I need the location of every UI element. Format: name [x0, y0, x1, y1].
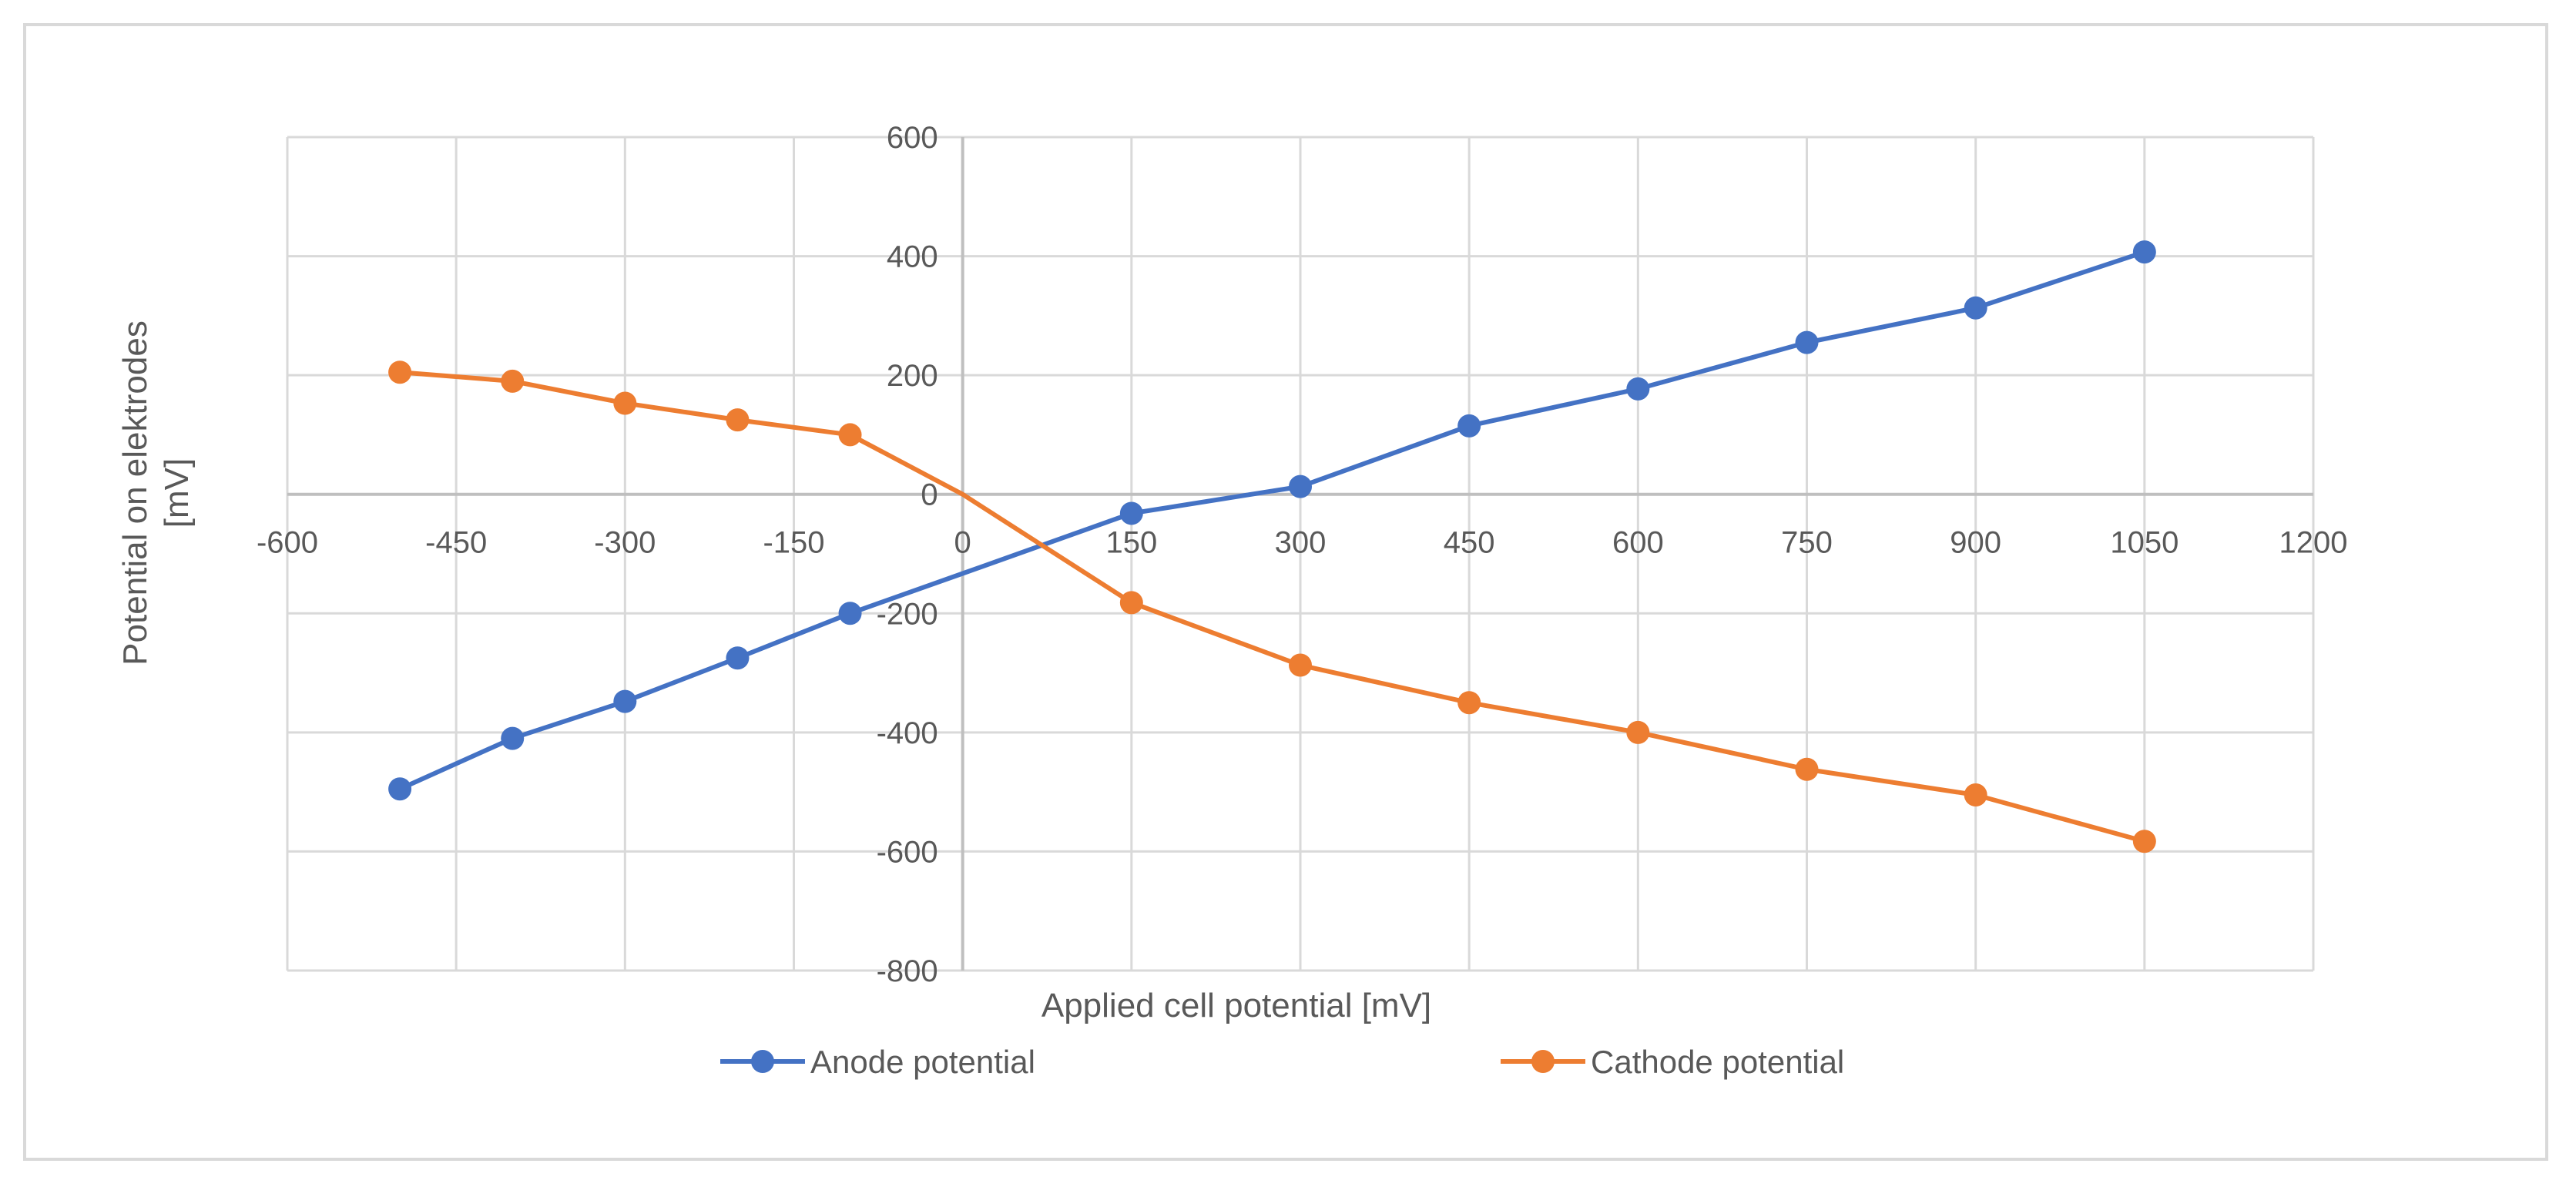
- anode-potential-point: [2132, 240, 2156, 264]
- x-tick-label: -600: [257, 526, 318, 560]
- x-tick-label: 0: [954, 526, 971, 560]
- anode-potential-point: [1457, 414, 1481, 438]
- x-tick-label: 750: [1781, 526, 1833, 560]
- tick-labels: -600 -450 -300 -150 0 150 300 450 600 750 900 1050 1…: [257, 121, 2348, 988]
- cathode-potential-point: [838, 423, 862, 447]
- x-axis-title: Applied cell potential [mV]: [1041, 987, 1431, 1024]
- cathode-potential-point: [1289, 653, 1312, 677]
- y-tick-label: 200: [887, 359, 938, 393]
- anode-potential-point: [726, 646, 750, 670]
- anode-potential-point: [1626, 377, 1650, 401]
- anode-potential-point: [838, 602, 862, 625]
- y-tick-label: 0: [921, 478, 937, 512]
- anode-potential-point: [613, 689, 637, 713]
- x-tick-label: -450: [425, 526, 487, 560]
- x-tick-label: 1050: [2110, 526, 2179, 560]
- cathode-potential-point: [1119, 591, 1143, 615]
- y-tick-label: -800: [877, 954, 938, 988]
- x-tick-label: -150: [763, 526, 824, 560]
- legend-cathode-label: Cathode potential: [1591, 1044, 1844, 1080]
- cathode-potential-point: [1964, 783, 1987, 807]
- y-axis-title-line2: [mV]: [158, 458, 196, 528]
- anode-potential-line: [397, 250, 2147, 792]
- x-tick-label: -300: [594, 526, 656, 560]
- series-group: [388, 240, 2156, 853]
- cathode-potential-point: [1457, 691, 1481, 715]
- y-tick-label: 400: [887, 240, 938, 274]
- cathode-potential-point: [2132, 830, 2156, 853]
- legend: Anode potential Cathode potential: [720, 1044, 1844, 1080]
- anode-potential-point: [1964, 296, 1987, 320]
- anode-potential-series: [388, 240, 2156, 801]
- y-tick-label: -400: [877, 716, 938, 750]
- y-tick-label: -600: [877, 835, 938, 869]
- x-tick-label: 300: [1275, 526, 1327, 560]
- x-tick-label: 150: [1105, 526, 1157, 560]
- cathode-potential-point: [1795, 757, 1819, 781]
- cathode-potential-point: [1626, 720, 1650, 744]
- cathode-potential-point: [501, 369, 525, 393]
- anode-potential-point: [1795, 330, 1819, 354]
- anode-potential-point: [388, 777, 412, 801]
- legend-item-cathode: Cathode potential: [1501, 1044, 1844, 1080]
- legend-item-anode: Anode potential: [720, 1044, 1035, 1080]
- cathode-potential-point: [613, 391, 637, 415]
- anode-potential-point: [501, 726, 525, 750]
- anode-potential-point: [1119, 501, 1143, 525]
- cathode-potential-point: [726, 408, 750, 432]
- gridlines: [286, 136, 2315, 972]
- legend-anode-marker: [751, 1050, 774, 1073]
- cathode-potential-point: [388, 360, 412, 384]
- x-tick-label: 450: [1444, 526, 1495, 560]
- cathode-potential-line: [397, 370, 2147, 844]
- x-tick-label: 1200: [2279, 526, 2348, 560]
- legend-anode-label: Anode potential: [810, 1044, 1035, 1080]
- y-axis-title-line1: Potential on elektrodes: [116, 320, 154, 666]
- x-tick-label: 600: [1612, 526, 1664, 560]
- cathode-potential-series: [388, 360, 2156, 853]
- y-tick-label: 600: [887, 121, 938, 155]
- x-tick-label: 900: [1950, 526, 2001, 560]
- legend-cathode-marker: [1531, 1050, 1555, 1073]
- anode-potential-point: [1289, 474, 1312, 498]
